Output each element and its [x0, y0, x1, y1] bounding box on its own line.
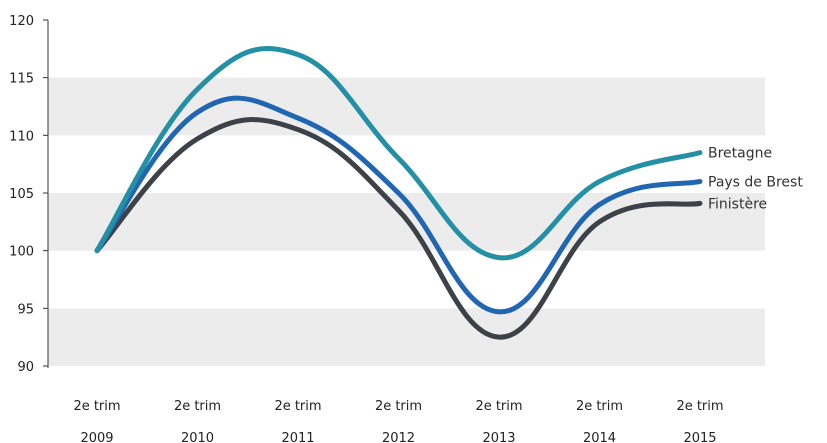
y-axis: 90 95 100 105 110 115 120 — [9, 14, 49, 375]
x-tick-label-year: 2010 — [181, 431, 214, 443]
series-line-finist-re — [94, 117, 703, 340]
y-tick-label: 90 — [17, 360, 34, 375]
x-tick-label: 2e trim — [73, 399, 120, 414]
x-tick-label: 2e trim — [174, 399, 221, 414]
series-line-pays-de-brest — [94, 95, 703, 315]
y-tick-label: 115 — [9, 72, 34, 87]
x-tick-label: 2e trim — [676, 399, 723, 414]
grid-band — [48, 308, 765, 366]
x-tick-label-year: 2012 — [382, 431, 415, 443]
y-tick-label: 100 — [9, 245, 34, 260]
x-tick-label-year: 2013 — [482, 431, 515, 443]
y-tick-label: 120 — [9, 14, 34, 29]
x-tick-label: 2e trim — [274, 399, 321, 414]
y-tick-label: 110 — [9, 129, 34, 144]
y-tick-label: 95 — [17, 302, 34, 317]
series-labels: Bretagne Pays de Brest Finistère — [708, 146, 803, 213]
grid-band — [48, 77, 765, 136]
x-tick-label-year: 2009 — [80, 431, 113, 443]
x-tick-label: 2e trim — [475, 399, 522, 414]
series-label: Bretagne — [708, 146, 772, 162]
x-axis: 2e trim 2009 2e trim 2010 2e trim 2011 2e trim… — [73, 399, 723, 443]
x-tick-label-year: 2011 — [281, 431, 314, 443]
x-tick-label: 2e trim — [375, 399, 422, 414]
series-lines — [94, 46, 703, 340]
y-tick-label: 105 — [9, 187, 34, 202]
series-label: Pays de Brest — [708, 174, 803, 190]
x-tick-label-year: 2015 — [683, 431, 716, 443]
series-label: Finistère — [708, 196, 767, 212]
x-tick-label: 2e trim — [576, 399, 623, 414]
x-tick-label-year: 2014 — [583, 431, 616, 443]
series-line-bretagne — [94, 46, 703, 261]
